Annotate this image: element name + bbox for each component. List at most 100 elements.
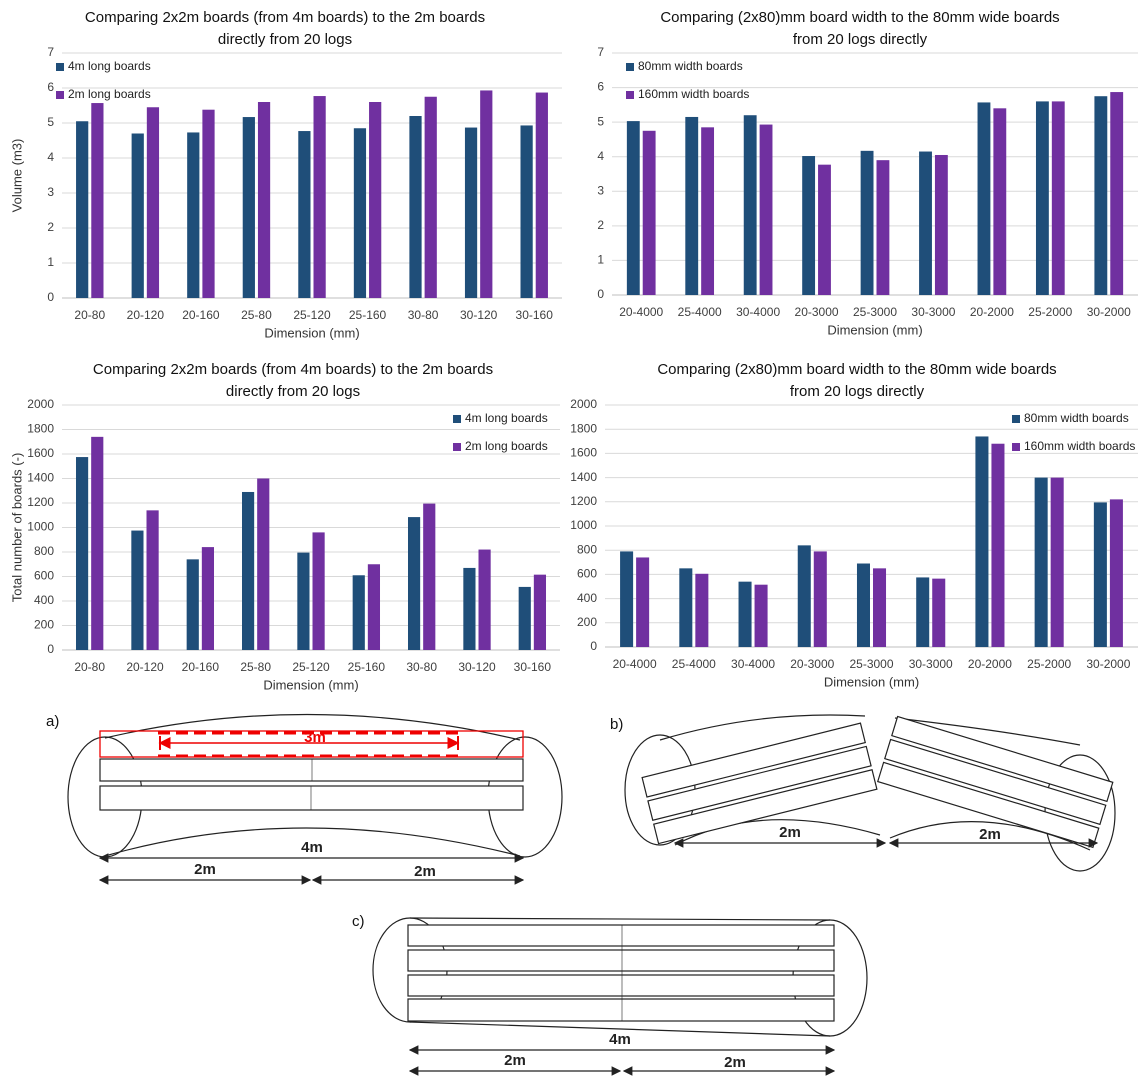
y-tick-label: 600 [577, 567, 597, 581]
y-tick-label: 0 [47, 290, 54, 304]
bar [146, 107, 160, 298]
bar [313, 96, 326, 298]
x-tick-label: 30-120 [458, 660, 496, 674]
x-tick-label: 20-160 [182, 660, 220, 674]
bar [738, 581, 752, 647]
x-tick-label: 20-3000 [790, 657, 834, 671]
legend-swatch [1012, 443, 1020, 451]
x-tick-label: 30-120 [460, 308, 498, 322]
y-tick-label: 7 [597, 45, 604, 59]
chart-title: directly from 20 logs [218, 31, 352, 48]
bar [257, 478, 270, 650]
bar [146, 510, 159, 650]
bar [478, 549, 491, 650]
y-tick-label: 1200 [570, 494, 597, 508]
x-tick-label: 30-4000 [736, 305, 780, 319]
bar [76, 121, 89, 298]
dim-label: 3m [304, 729, 326, 746]
x-tick-label: 30-160 [516, 308, 554, 322]
bar [186, 559, 199, 650]
bar [743, 115, 757, 295]
x-tick-label: 30-3000 [909, 657, 953, 671]
y-tick-label: 0 [47, 642, 54, 656]
x-tick-label: 20-120 [126, 660, 164, 674]
dim-label: 2m [979, 826, 1001, 843]
bar [201, 547, 215, 650]
bar [695, 573, 709, 647]
x-tick-label: 30-4000 [731, 657, 775, 671]
x-tick-label: 20-160 [182, 308, 220, 322]
dim-label: 2m [779, 824, 801, 841]
bar [620, 551, 634, 647]
x-tick-label: 30-160 [514, 660, 552, 674]
bar [533, 574, 547, 650]
bar [626, 121, 640, 295]
y-tick-label: 1 [597, 253, 604, 267]
x-tick-label: 20-3000 [795, 305, 839, 319]
legend-swatch [626, 63, 634, 71]
chart-title: Comparing 2x2m boards (from 4m boards) t… [85, 9, 485, 26]
y-tick-label: 1000 [570, 518, 597, 532]
bar [535, 92, 548, 298]
diagram-label: a) [46, 713, 59, 730]
bar [518, 586, 531, 650]
y-tick-label: 4 [47, 150, 54, 164]
chart-title: directly from 20 logs [226, 383, 360, 400]
bar [991, 443, 1005, 647]
legend-swatch [626, 91, 634, 99]
diagram-label: b) [610, 716, 623, 733]
bar [977, 102, 991, 296]
bar [993, 108, 1007, 295]
x-tick-label: 25-2000 [1028, 305, 1072, 319]
y-tick-label: 3 [597, 183, 604, 197]
x-tick-label: 20-80 [74, 660, 105, 674]
legend-swatch [1012, 415, 1020, 423]
bar [685, 116, 699, 295]
x-tick-label: 25-120 [292, 660, 330, 674]
y-tick-label: 800 [577, 542, 597, 556]
bar [367, 564, 381, 650]
bar [797, 545, 811, 647]
chart-title: Comparing 2x2m boards (from 4m boards) t… [93, 361, 493, 378]
bar [818, 164, 831, 295]
chart-title: Comparing (2x80)mm board width to the 80… [660, 9, 1059, 26]
x-tick-label: 25-2000 [1027, 657, 1071, 671]
y-tick-label: 0 [590, 639, 597, 653]
bar [297, 552, 310, 650]
y-tick-label: 400 [577, 591, 597, 605]
y-tick-label: 1600 [570, 446, 597, 460]
y-tick-label: 0 [597, 287, 604, 301]
bar [369, 102, 382, 298]
bar [876, 160, 890, 295]
diagram-c: c) 4m 2m 2m [352, 913, 868, 1076]
bar [202, 109, 215, 298]
y-tick-label: 1800 [570, 421, 597, 435]
chart-title: from 20 logs directly [790, 383, 925, 400]
bar [353, 128, 367, 298]
y-tick-label: 1200 [27, 495, 54, 509]
bar [407, 517, 421, 650]
y-tick-label: 1400 [570, 470, 597, 484]
legend-label: 160mm width boards [638, 87, 749, 101]
bar [1110, 92, 1124, 296]
x-tick-label: 25-4000 [672, 657, 716, 671]
dim-label: 2m [194, 861, 216, 878]
x-axis-label: Dimension (mm) [824, 674, 919, 689]
bar [187, 132, 200, 298]
chart-title: from 20 logs directly [793, 31, 928, 48]
y-tick-label: 3 [47, 185, 54, 199]
chart-title: Comparing (2x80)mm board width to the 80… [657, 361, 1056, 378]
y-tick-label: 1800 [27, 422, 54, 436]
y-tick-label: 2000 [27, 397, 54, 411]
y-axis-label: Volume (m3) [9, 139, 24, 213]
x-tick-label: 20-4000 [613, 657, 657, 671]
y-tick-label: 600 [34, 569, 54, 583]
legend-swatch [56, 91, 64, 99]
y-tick-label: 7 [47, 45, 54, 59]
bar [1035, 101, 1049, 296]
x-tick-label: 25-3000 [849, 657, 893, 671]
y-tick-label: 6 [47, 80, 54, 94]
x-tick-label: 30-80 [408, 308, 439, 322]
legend-label: 2m long boards [465, 439, 548, 453]
y-tick-label: 800 [34, 544, 54, 558]
